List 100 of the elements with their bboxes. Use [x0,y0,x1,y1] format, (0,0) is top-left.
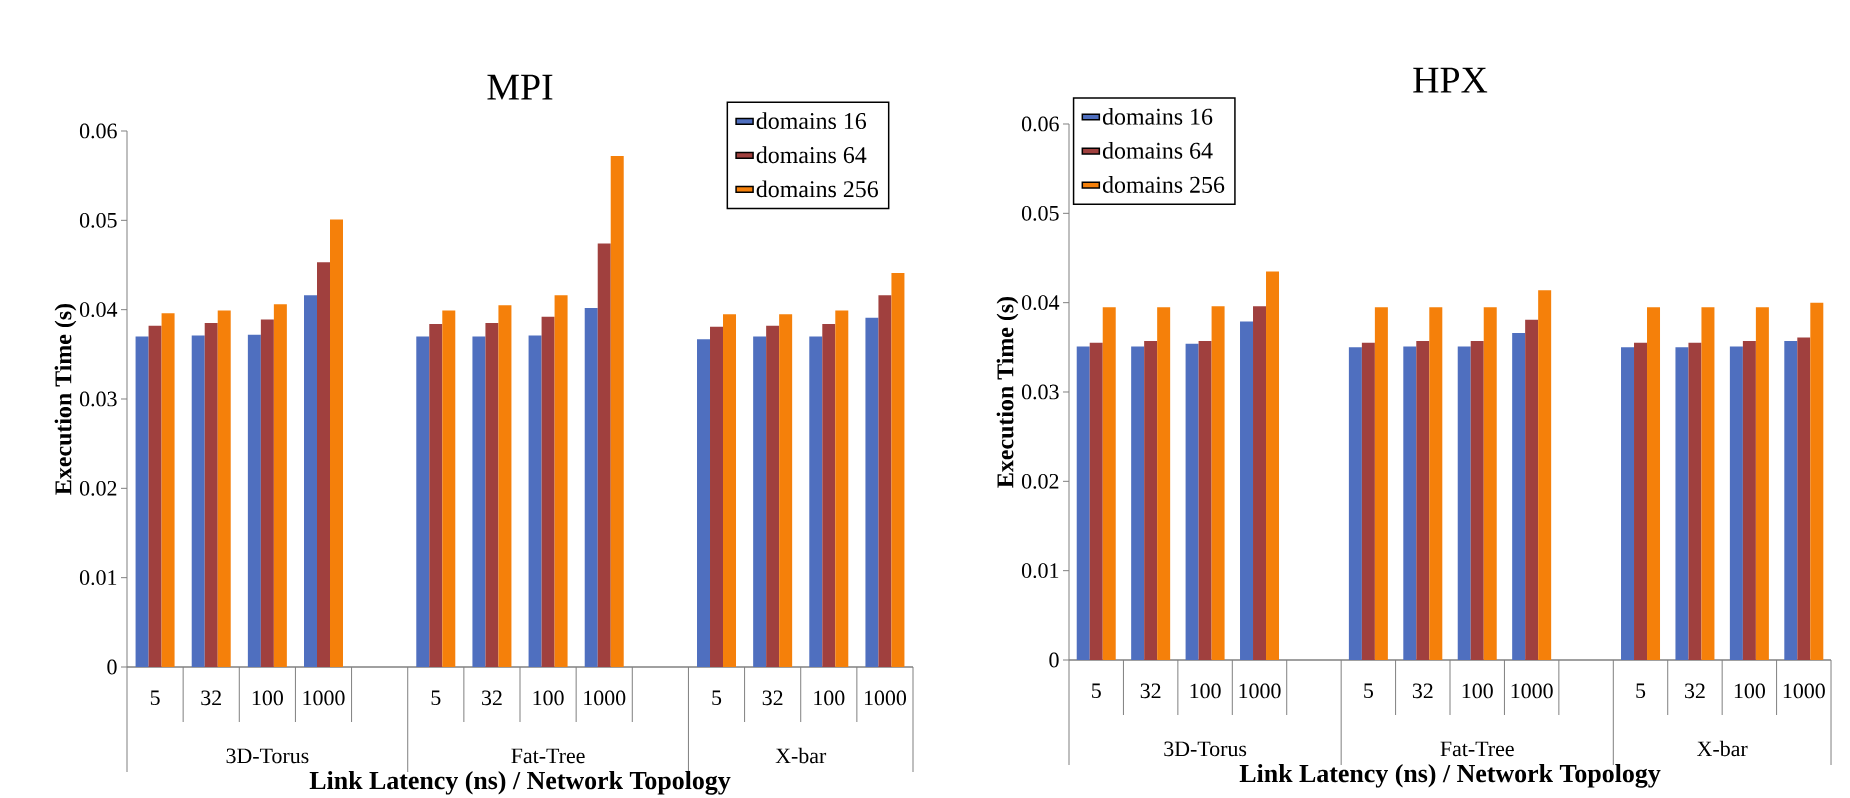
legend-label: domains 64 [1102,142,1213,159]
x-tick-label: 1000 [864,690,907,706]
bar [1810,302,1824,660]
x-tick-label: 100 [1734,683,1765,699]
bar [1621,347,1635,660]
bar [498,305,512,667]
text: Fat-Tree [1440,741,1514,757]
y-tick-label: 0.03 [1021,384,1059,400]
x-tick-label: 5 [150,690,160,706]
bar [1348,347,1362,660]
x-tick-label: 5 [1092,683,1101,699]
bar [1185,343,1199,660]
bar [1266,271,1280,660]
text: 3D-Torus [226,748,309,764]
bar [1675,347,1689,660]
bar [1470,341,1484,660]
bar [1076,346,1090,660]
bar [1797,337,1811,660]
x-tick-label: 32 [1685,683,1705,699]
x-tick-label: 100 [533,690,564,706]
y-tick-label: 0.01 [79,570,117,586]
bar [1647,307,1661,660]
x-axis-title: Link Latency (ns) / Network Topology [309,771,731,795]
x-tick-label: 1000 [1239,683,1281,699]
y-tick-label: 0.03 [79,391,117,407]
bar [1701,307,1715,660]
bar [191,335,205,667]
bar [1688,342,1702,660]
bar [835,310,849,667]
bar [1525,319,1539,660]
y-axis-title: Execution Time (s) [996,296,1019,488]
y-tick-label: 0.05 [79,212,117,228]
x-tick-label: 32 [482,690,502,706]
legend-label: domains 256 [756,180,878,198]
bar [528,335,542,667]
bar [779,314,793,667]
legend-label: domains 256 [1102,176,1225,193]
bar [161,313,175,667]
bar [217,310,231,667]
bar [1512,333,1526,660]
bar [1457,346,1471,660]
bar [597,243,611,667]
chart-title: HPX [1413,67,1488,93]
legend-label: domains 16 [1102,107,1213,125]
bar [723,314,737,667]
x-axis-title: Link Latency (ns) / Network Topology [1239,764,1661,788]
x-tick-label: 1000 [1511,683,1553,699]
text: Fat-Tree [511,748,585,764]
y-tick-label: 0.02 [1021,473,1059,489]
bar [1157,307,1171,660]
bar [1374,307,1388,660]
bar [1131,346,1145,660]
bar [1361,342,1375,660]
y-axis-title: Execution Time (s) [54,303,77,495]
bar [485,323,499,667]
bar [260,319,274,667]
y-tick-label: 0.01 [1021,563,1059,579]
text: X-bar [775,747,827,764]
bar [1784,341,1798,660]
bar [317,262,330,667]
bar [1634,342,1648,660]
bar [822,323,836,667]
bar [584,307,598,667]
bar [1144,341,1158,660]
bar [1198,341,1212,660]
x-tick-label: 100 [1462,683,1493,699]
bar [442,310,456,667]
bar [135,336,149,667]
bar [809,336,823,667]
x-tick-label: 32 [1140,683,1161,699]
bar [610,156,624,667]
bar [1403,346,1417,660]
bar [1429,307,1443,660]
chart-title: MPI [487,74,553,100]
x-tick-label: 5 [431,690,441,706]
x-tick-label: 1000 [584,690,626,706]
x-tick-label: 100 [1190,683,1221,699]
bar [753,336,767,667]
bar [1240,321,1254,660]
x-tick-label: 32 [1412,683,1433,699]
y-tick-label: 0.02 [79,480,117,496]
bar [429,323,443,667]
bar [247,334,261,667]
bar [1538,290,1552,660]
bar [148,325,162,667]
legend-label: domains 16 [756,112,867,130]
x-tick-label: 32 [201,690,221,706]
bar [416,336,430,667]
bar [865,317,879,667]
y-tick-label: 0.05 [1021,205,1059,221]
bar [710,326,724,667]
y-tick-label: 0 [1049,652,1059,668]
y-tick-label: 0.04 [79,302,118,318]
bar [541,316,555,667]
bar [204,323,218,667]
bar [330,219,343,667]
bar [878,295,892,667]
x-tick-label: 5 [1636,683,1646,699]
x-tick-label: 100 [814,690,845,706]
x-tick-label: 1000 [1783,683,1825,699]
